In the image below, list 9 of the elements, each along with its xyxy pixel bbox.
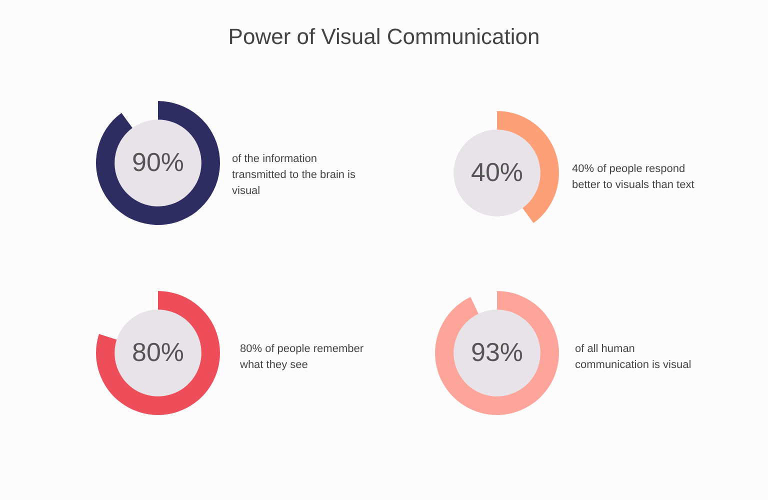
data-label: 80% xyxy=(132,337,184,368)
text: Power of Visual Communication xyxy=(227,24,541,50)
data-label: 40% xyxy=(470,157,524,188)
text: of all human communication is visual xyxy=(575,342,692,373)
text: 40% of people respond better to visuals than text xyxy=(572,162,696,193)
data-label: 90% xyxy=(132,147,184,178)
text: of the information transmitted to the brain is visual xyxy=(232,152,357,199)
text: 80% of people remember what they see xyxy=(240,342,365,373)
data-label: 93% xyxy=(470,337,524,368)
